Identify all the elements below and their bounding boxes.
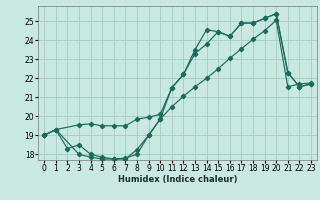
X-axis label: Humidex (Indice chaleur): Humidex (Indice chaleur) xyxy=(118,175,237,184)
